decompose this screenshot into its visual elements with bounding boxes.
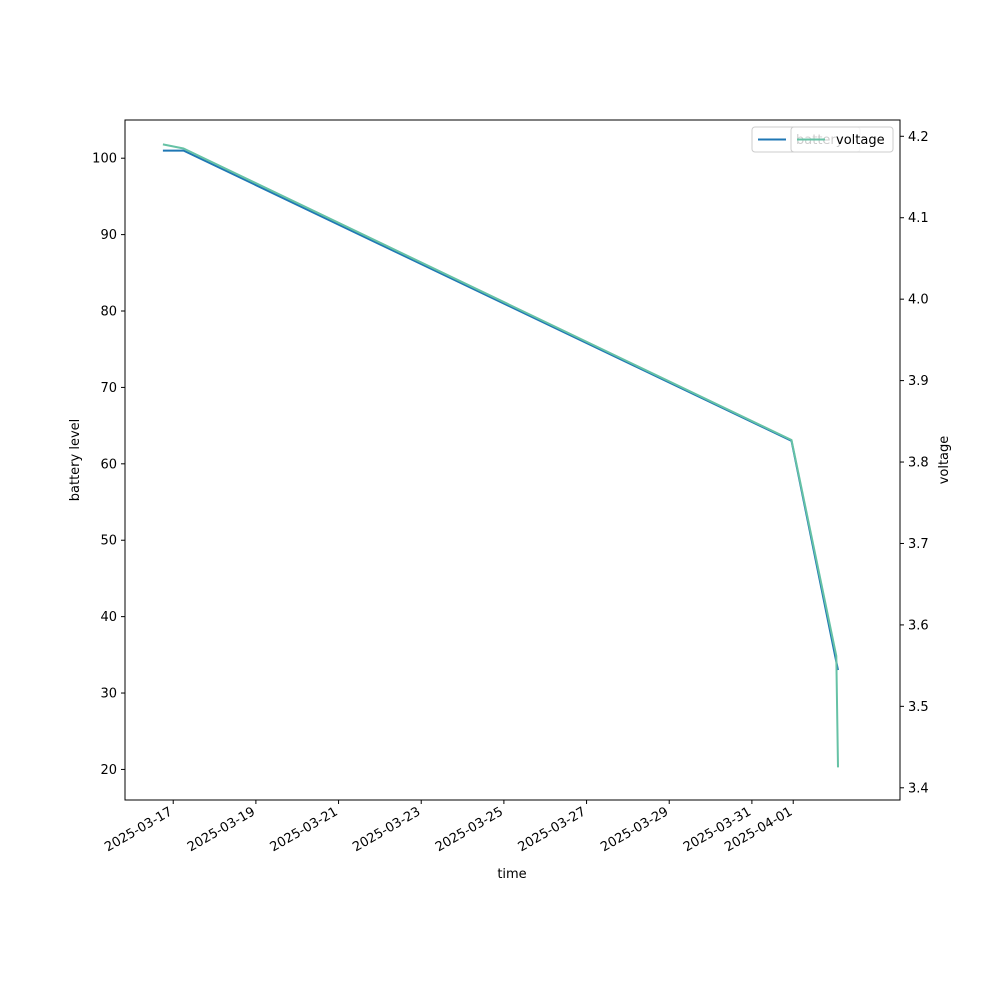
y2-tick-label: 3.5 <box>908 700 929 715</box>
y-axis-ticks: 20 30 40 50 60 70 80 90 100 <box>92 152 125 778</box>
x-axis-label: time <box>497 867 526 882</box>
y2-tick-label: 4.1 <box>908 211 929 226</box>
y2-tick-label: 3.6 <box>908 618 929 633</box>
y-tick-label: 50 <box>100 534 117 549</box>
y-tick-label: 20 <box>100 763 117 778</box>
y-axis-label: battery level <box>68 419 83 502</box>
y-tick-label: 30 <box>100 687 117 702</box>
x-tick-label: 2025-03-23 <box>350 804 423 855</box>
y-tick-label: 90 <box>100 228 117 243</box>
series-line-voltage <box>162 143 839 768</box>
y2-tick-label: 4.0 <box>908 293 929 308</box>
series-line-battery <box>162 149 839 671</box>
plot-lines <box>162 143 839 768</box>
y-tick-label: 60 <box>100 457 117 472</box>
x-tick-label: 2025-03-19 <box>185 804 258 855</box>
y2-axis-label: voltage <box>937 436 952 485</box>
y2-tick-label: 3.8 <box>908 456 929 471</box>
x-tick-label: 2025-03-25 <box>433 804 506 855</box>
y2-tick-label: 4.2 <box>908 130 929 145</box>
y2-tick-label: 3.7 <box>908 537 929 552</box>
y2-tick-label: 3.9 <box>908 374 929 389</box>
y-tick-label: 40 <box>100 610 117 625</box>
y-tick-label: 70 <box>100 381 117 396</box>
y-tick-label: 80 <box>100 305 117 320</box>
y-tick-label: 100 <box>92 152 117 167</box>
plot-frame <box>124 119 901 801</box>
x-tick-label: 2025-03-17 <box>102 804 175 855</box>
y2-axis-ticks: 3.4 3.5 3.6 3.7 3.8 3.9 4.0 4.1 4.2 <box>900 130 929 796</box>
x-tick-label: 2025-03-29 <box>598 804 671 855</box>
x-axis-ticks: 2025-03-17 2025-03-19 2025-03-21 2025-03-23… <box>102 800 795 855</box>
x-tick-label: 2025-03-27 <box>516 804 589 855</box>
x-tick-label: 2025-03-21 <box>268 804 341 855</box>
legend-voltage-box <box>790 126 894 153</box>
legend-voltage: voltage <box>790 126 894 153</box>
y2-tick-label: 3.4 <box>908 781 929 796</box>
legend-voltage-label: voltage <box>836 133 885 148</box>
